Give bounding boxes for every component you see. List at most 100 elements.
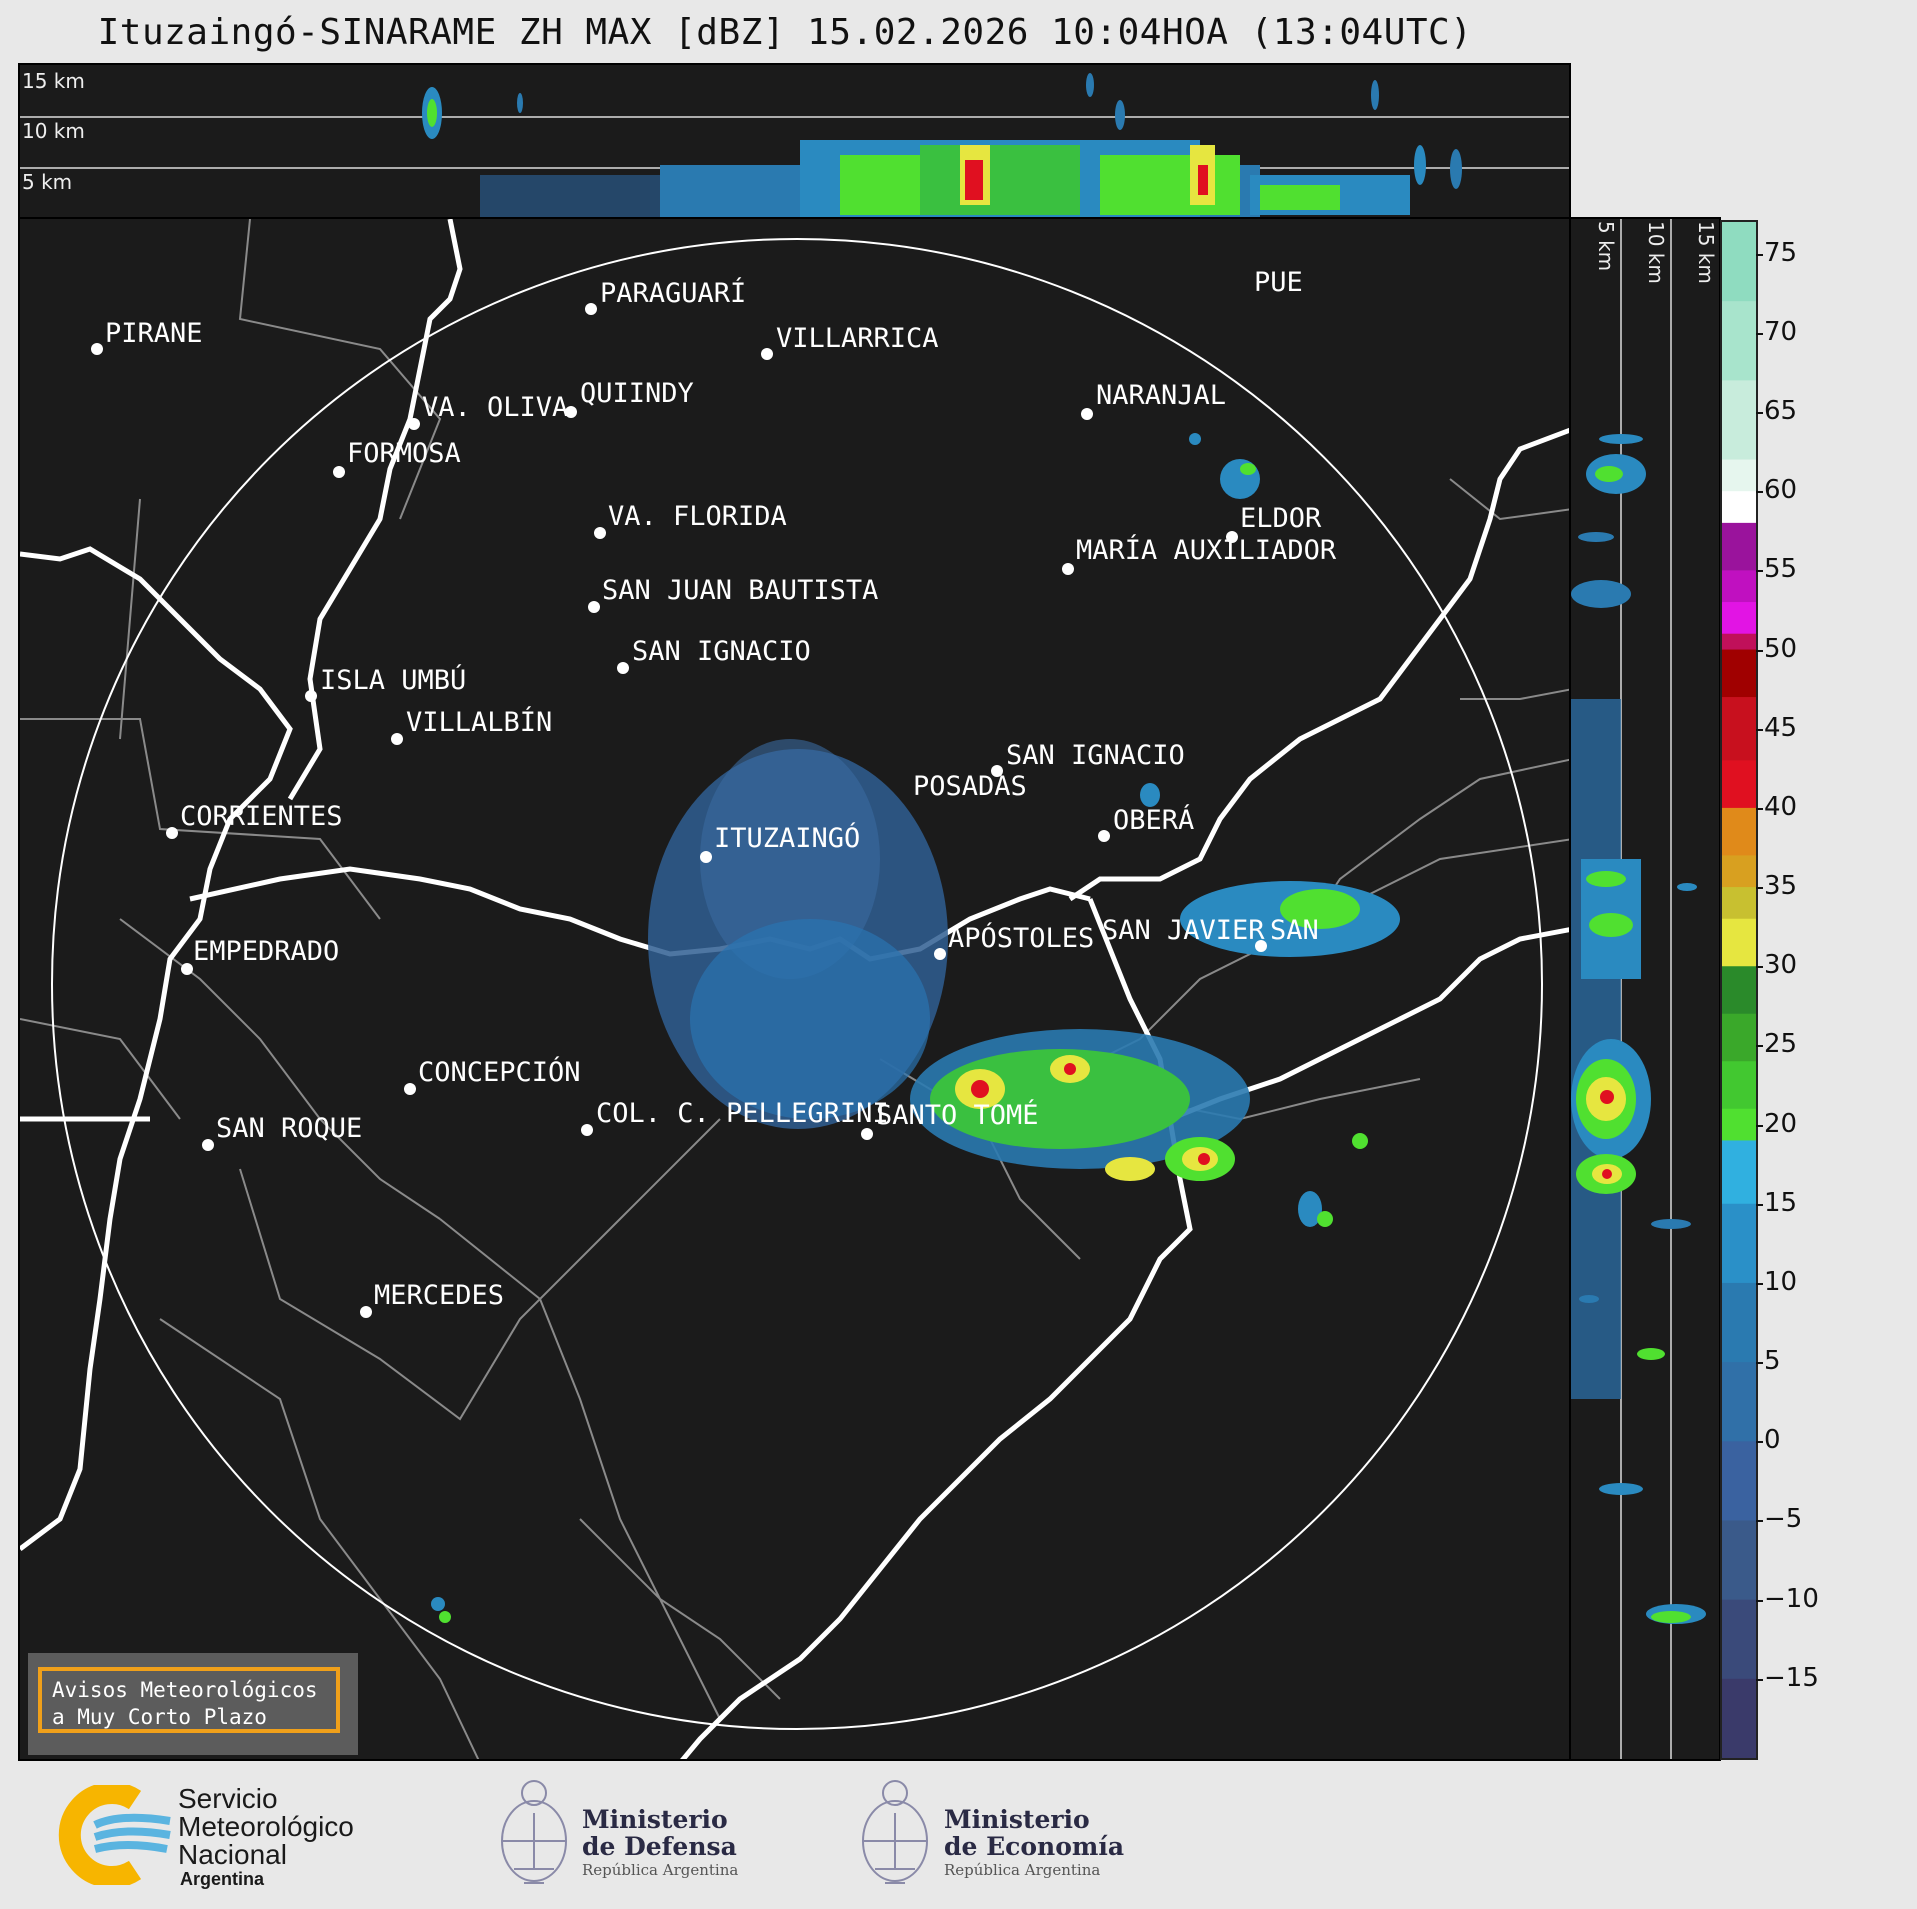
city-label: CONCEPCIÓN	[418, 1056, 581, 1088]
colorbar-band	[1722, 633, 1756, 651]
warning-box-inner[interactable]: Avisos Meteorológicos a Muy Corto Plazo	[38, 1667, 340, 1733]
economia-coat-of-arms-icon	[862, 1780, 928, 1884]
city-label: SAN IGNACIO	[632, 636, 811, 667]
colorbar-band	[1722, 522, 1756, 571]
city-label: MARÍA AUXILIADOR	[1076, 534, 1337, 566]
radar-map-svg: PIRANE PARAGUARÍ VILLARRICA QUIINDY VA. …	[20, 219, 1569, 1759]
colorbar-tick-label: 65	[1764, 396, 1798, 427]
colorbar-tick-mark	[1756, 649, 1763, 652]
colorbar-tick-label: 0	[1764, 1425, 1781, 1456]
colorbar-tick-mark	[1756, 332, 1763, 335]
city-label: APÓSTOLES	[948, 922, 1094, 954]
colorbar-band	[1722, 855, 1756, 888]
colorbar-tick-mark	[1756, 887, 1763, 890]
colorbar-band	[1722, 1520, 1756, 1601]
defensa-coat-of-arms-icon	[501, 1780, 567, 1884]
colorbar-band	[1722, 222, 1756, 302]
colorbar-tick-mark	[1756, 412, 1763, 415]
colorbar-tick-label: −15	[1764, 1662, 1819, 1693]
smn-logo-text: Servicio Meteorológico Nacional Argentin…	[178, 1785, 354, 1890]
colorbar-tick-label: 5	[1764, 1346, 1781, 1377]
city-label: OBERÁ	[1113, 804, 1194, 836]
radar-clutter	[648, 739, 948, 1129]
colorbar-band	[1722, 807, 1756, 856]
city-label: ISLA UMBÚ	[320, 664, 466, 696]
colorbar-band	[1722, 1441, 1756, 1521]
colorbar-tick-label: 25	[1764, 1029, 1798, 1060]
top-cross-section-svg: 15 km 10 km 5 km	[20, 69, 1569, 217]
height-label-15km: 15 km	[22, 69, 85, 93]
city-label: PUE	[1254, 267, 1303, 298]
city-label: VILLALBÍN	[406, 706, 552, 738]
radar-map-panel: PIRANE PARAGUARÍ VILLARRICA QUIINDY VA. …	[18, 217, 1571, 1761]
city-label: VA. OLIVA	[422, 392, 568, 423]
warning-box[interactable]: Avisos Meteorológicos a Muy Corto Plazo	[28, 1653, 358, 1755]
colorbar-band	[1722, 649, 1756, 698]
city-label: SAN	[1270, 915, 1319, 946]
colorbar-tick-mark	[1756, 491, 1763, 494]
colorbar-tick-label: 40	[1764, 791, 1798, 822]
city-label: PIRANE	[105, 318, 203, 349]
top-echo-field	[422, 73, 1462, 217]
colorbar-gradient	[1722, 222, 1756, 1758]
colorbar-tick-mark	[1756, 966, 1763, 969]
city-label: SAN ROQUE	[216, 1113, 362, 1144]
height-label-10km: 10 km	[22, 119, 85, 143]
colorbar-tick-label: 50	[1764, 633, 1798, 664]
city-label: SAN JUAN BAUTISTA	[602, 575, 878, 606]
colorbar-band	[1722, 491, 1756, 524]
side-cross-section-svg: 5 km 10 km 15 km	[1571, 219, 1718, 1759]
warning-line1: Avisos Meteorológicos	[52, 1678, 318, 1702]
city-label: SANTO TOMÉ	[876, 1099, 1039, 1131]
colorbar-tick-mark	[1756, 1203, 1763, 1206]
city-label: COL. C. PELLEGRINI	[596, 1098, 889, 1129]
smn-logo-icon	[58, 1785, 171, 1885]
warning-line2: a Muy Corto Plazo	[52, 1705, 267, 1729]
economia-line1: Ministerio	[944, 1805, 1090, 1834]
height-label-5km: 5 km	[22, 170, 72, 194]
city-label: CORRIENTES	[180, 801, 343, 832]
colorbar-tick-label: 75	[1764, 237, 1798, 268]
side-height-label-10km: 10 km	[1644, 221, 1668, 284]
colorbar-band	[1722, 1599, 1756, 1680]
defensa-line1: Ministerio	[582, 1805, 728, 1834]
economia-title: Ministerio de Economía	[944, 1806, 1124, 1860]
colorbar-tick-mark	[1756, 1045, 1763, 1048]
colorbar-tick-mark	[1756, 1599, 1763, 1602]
side-cross-section-panel: 5 km 10 km 15 km	[1569, 217, 1721, 1761]
city-labels: PIRANE PARAGUARÍ VILLARRICA QUIINDY VA. …	[91, 267, 1337, 1318]
radar-range-ring	[51, 238, 1543, 1730]
colorbar-band	[1722, 570, 1756, 603]
colorbar-tick-label: 35	[1764, 871, 1798, 902]
province-boundaries	[20, 219, 1569, 1759]
city-label: POSADAS	[913, 771, 1027, 802]
defensa-title: Ministerio de Defensa	[582, 1806, 737, 1860]
dbz-colorbar	[1720, 220, 1758, 1760]
colorbar-band	[1722, 1678, 1756, 1758]
colorbar-tick-mark	[1756, 1441, 1763, 1444]
colorbar-tick-mark	[1756, 1124, 1763, 1127]
side-height-label-15km: 15 km	[1694, 221, 1718, 284]
colorbar-tick-mark	[1756, 253, 1763, 256]
colorbar-tick-mark	[1756, 1362, 1763, 1365]
colorbar-band	[1722, 459, 1756, 492]
colorbar-tick-label: −10	[1764, 1583, 1819, 1614]
city-label: VA. FLORIDA	[608, 501, 787, 532]
colorbar-band	[1722, 380, 1756, 461]
city-label: PARAGUARÍ	[600, 277, 746, 309]
colorbar-tick-label: 45	[1764, 712, 1798, 743]
colorbar-band	[1722, 697, 1756, 761]
colorbar-tick-label: 20	[1764, 1108, 1798, 1139]
smn-line2: Meteorológico	[178, 1811, 354, 1842]
city-label: QUIINDY	[580, 378, 694, 409]
colorbar-band	[1722, 887, 1756, 920]
smn-line3: Nacional	[178, 1839, 287, 1870]
colorbar-band	[1722, 966, 1756, 1015]
colorbar-band	[1722, 1061, 1756, 1110]
colorbar-tick-label: 55	[1764, 554, 1798, 585]
city-label: SAN IGNACIO	[1006, 740, 1185, 771]
economia-line2: de Economía	[944, 1832, 1125, 1861]
colorbar-tick-mark	[1756, 1520, 1763, 1523]
colorbar-band	[1722, 1013, 1756, 1062]
colorbar-band	[1722, 1140, 1756, 1205]
